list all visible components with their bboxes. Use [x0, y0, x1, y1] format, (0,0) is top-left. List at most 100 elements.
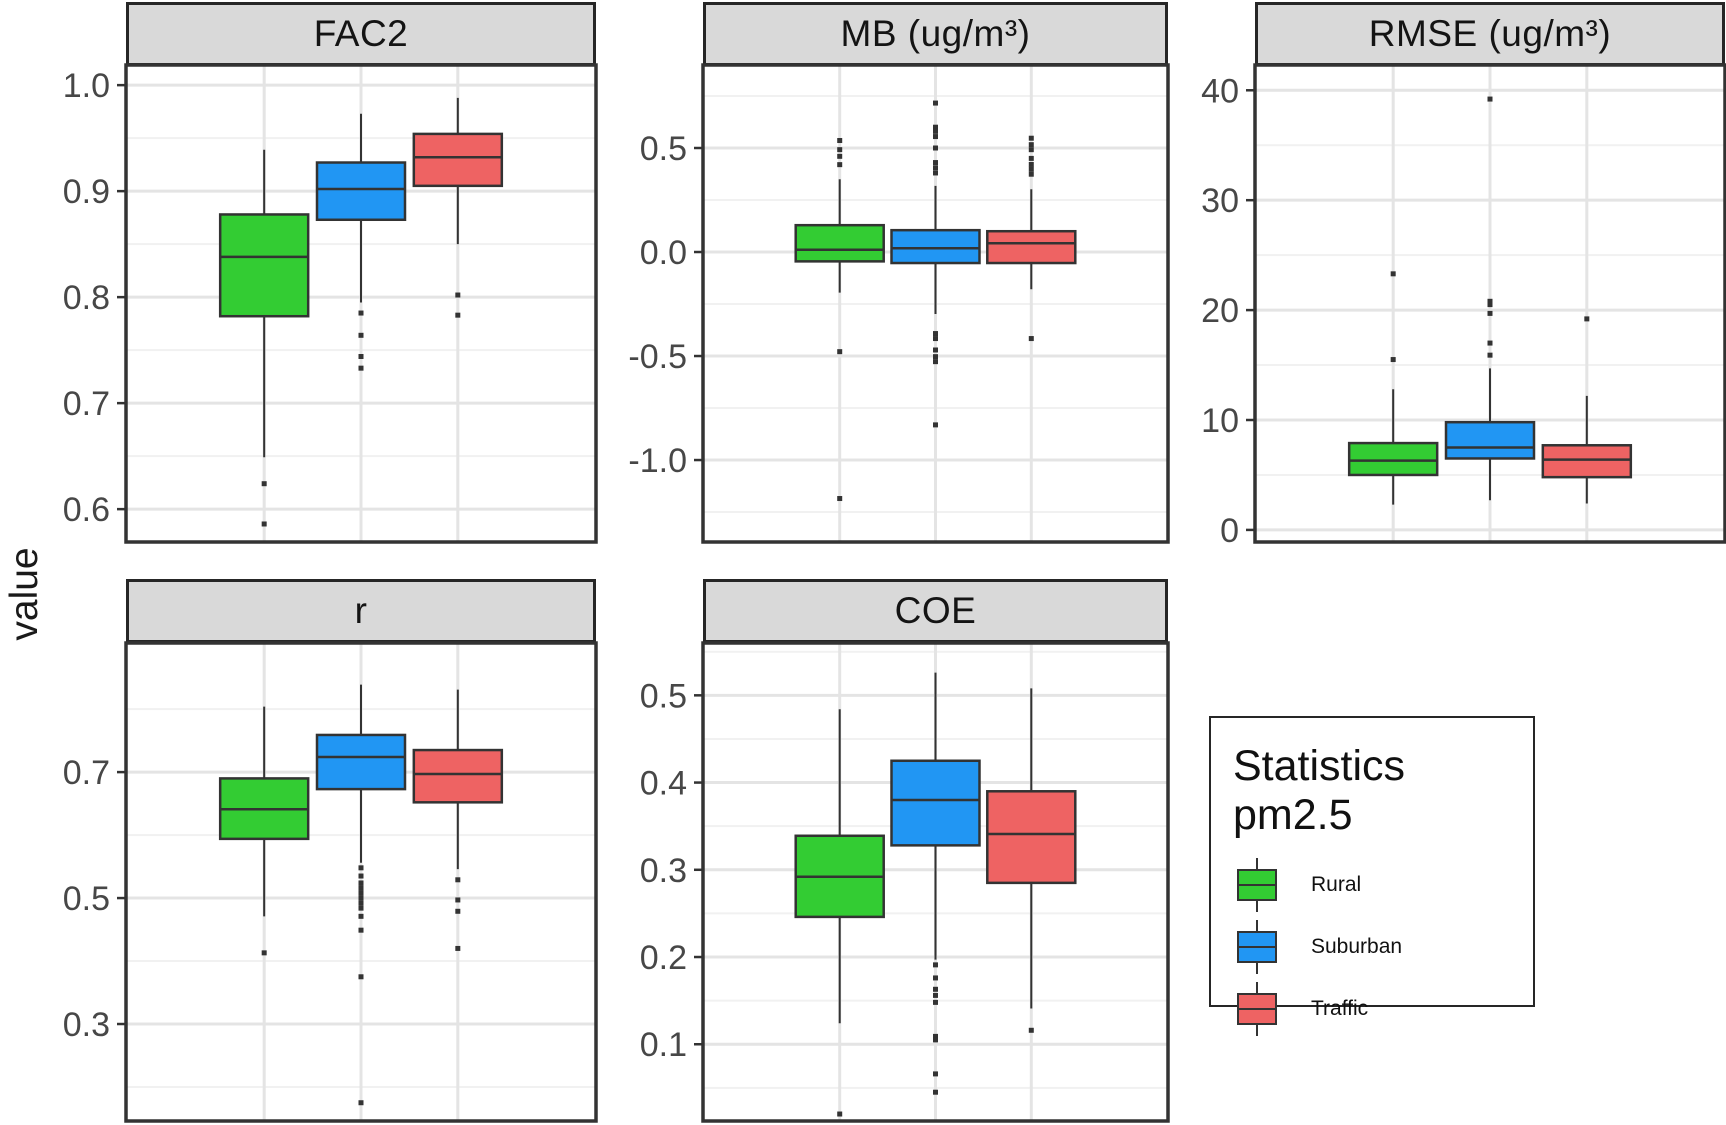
- box-iqr: [794, 223, 885, 263]
- outlier-dot: [358, 354, 364, 359]
- box-iqr: [1541, 444, 1633, 479]
- outlier-dot: [933, 128, 938, 134]
- outlier-dot: [358, 865, 364, 871]
- y-tick-label: 10: [1201, 402, 1239, 440]
- outlier-dot: [933, 160, 938, 166]
- box-iqr: [986, 790, 1077, 885]
- outlier-dot: [1028, 161, 1034, 167]
- outlier-dot: [358, 900, 364, 906]
- legend-item-label: Suburban: [1311, 935, 1403, 958]
- outlier-dot: [933, 975, 938, 981]
- outlier-dot: [933, 1033, 938, 1039]
- panel-border: [124, 63, 598, 544]
- outlier-dot: [837, 153, 843, 159]
- outlier-dot: [837, 162, 843, 168]
- outlier-dot: [455, 897, 461, 903]
- y-tick-label: 40: [1201, 72, 1239, 110]
- outlier-dot: [1028, 166, 1034, 172]
- facet-strip-r: r: [126, 579, 596, 643]
- outlier-dot: [455, 312, 461, 318]
- boxplot-rural: [794, 709, 885, 1117]
- boxplot-key-icon: [1237, 858, 1277, 912]
- facet-panel-rmse: 40 30 20 10 0: [1201, 63, 1726, 547]
- outlier-dot: [1028, 155, 1034, 161]
- boxplot-rural: [1347, 271, 1439, 505]
- legend-item-label: Traffic: [1311, 997, 1369, 1020]
- outlier-dot: [1390, 357, 1396, 363]
- outlier-dot: [358, 873, 364, 879]
- outlier-dot: [261, 481, 267, 487]
- outlier-dot: [1028, 135, 1034, 141]
- outlier-dot: [933, 165, 938, 171]
- y-tick-label: 0.6: [63, 491, 110, 529]
- outlier-dot: [1390, 271, 1396, 277]
- y-axis: 1.0 0.9 0.8 0.7 0.6: [63, 67, 126, 529]
- outlier-dot: [933, 331, 938, 337]
- outlier-dot: [1028, 142, 1034, 148]
- outlier-dot: [837, 138, 843, 144]
- boxplot-traffic: [1541, 316, 1633, 504]
- y-tick-label: 0: [1220, 512, 1239, 547]
- facet-strip-label: RMSE (ug/m³): [1368, 13, 1612, 54]
- outlier-dot: [1028, 336, 1034, 342]
- boxplot-traffic: [986, 135, 1077, 342]
- y-axis: 40 30 20 10 0: [1201, 72, 1255, 547]
- outlier-dot: [933, 100, 938, 106]
- panel-border: [701, 63, 1170, 544]
- legend-item-suburban: Suburban: [1233, 916, 1513, 978]
- outlier-dot: [358, 365, 364, 371]
- facet-strip-label: MB (ug/m³): [840, 13, 1031, 54]
- outlier-dot: [358, 974, 364, 980]
- boxplot-suburban: [315, 684, 407, 1106]
- outlier-dot: [358, 890, 364, 896]
- boxplot-rural: [794, 138, 885, 502]
- outlier-dot: [933, 1037, 938, 1043]
- y-axis: 0.5 0.4 0.3 0.2 0.1: [640, 677, 703, 1064]
- outlier-dot: [455, 908, 461, 914]
- boxplot-suburban: [315, 113, 407, 371]
- y-tick-label: -1.0: [628, 442, 687, 480]
- legend-title: Statistics pm2.5: [1233, 742, 1406, 839]
- boxplot-traffic: [986, 688, 1077, 1033]
- box-iqr: [315, 161, 407, 222]
- outlier-dot: [837, 349, 843, 355]
- boxplot-traffic: [412, 97, 504, 318]
- box-iqr: [890, 228, 981, 265]
- y-axis: 0.5 0.0 -0.5 -1.0: [628, 130, 703, 480]
- legend-item-rural: Rural: [1233, 854, 1513, 916]
- outlier-dot: [358, 895, 364, 901]
- outlier-dot: [933, 359, 938, 365]
- outlier-dot: [933, 999, 938, 1005]
- outlier-dot: [933, 134, 938, 140]
- outlier-dot: [455, 292, 461, 298]
- outlier-dot: [358, 913, 364, 919]
- outlier-dot: [933, 336, 938, 342]
- y-tick-label: 0.3: [63, 1006, 110, 1044]
- outlier-dot: [358, 885, 364, 891]
- outlier-dot: [1028, 1027, 1034, 1033]
- outlier-dot: [933, 347, 938, 353]
- outlier-dot: [933, 422, 938, 428]
- outlier-dot: [837, 147, 843, 153]
- panel-border: [1253, 63, 1726, 544]
- boxplot-suburban: [890, 672, 981, 1095]
- box-iqr: [890, 759, 981, 847]
- outlier-dot: [933, 354, 938, 360]
- boxplot-rural: [218, 706, 310, 956]
- outlier-dot: [1584, 316, 1590, 322]
- panel-border: [124, 641, 598, 1123]
- box-iqr: [218, 213, 310, 318]
- outlier-dot: [358, 332, 364, 338]
- outlier-dot: [933, 1071, 938, 1077]
- boxplot-traffic: [412, 689, 504, 951]
- legend-item-traffic: Traffic: [1233, 978, 1513, 1040]
- facet-panel-coe: 0.5 0.4 0.3 0.2 0.1: [640, 641, 1170, 1123]
- boxplot-key-icon: [1237, 982, 1277, 1036]
- outlier-dot: [1028, 171, 1034, 177]
- y-tick-label: 0.0: [640, 234, 687, 272]
- y-tick-label: 30: [1201, 182, 1239, 220]
- y-tick-label: 0.7: [63, 754, 110, 792]
- box-iqr: [1347, 441, 1439, 477]
- y-tick-label: 0.2: [640, 939, 687, 977]
- box-iqr: [412, 132, 504, 188]
